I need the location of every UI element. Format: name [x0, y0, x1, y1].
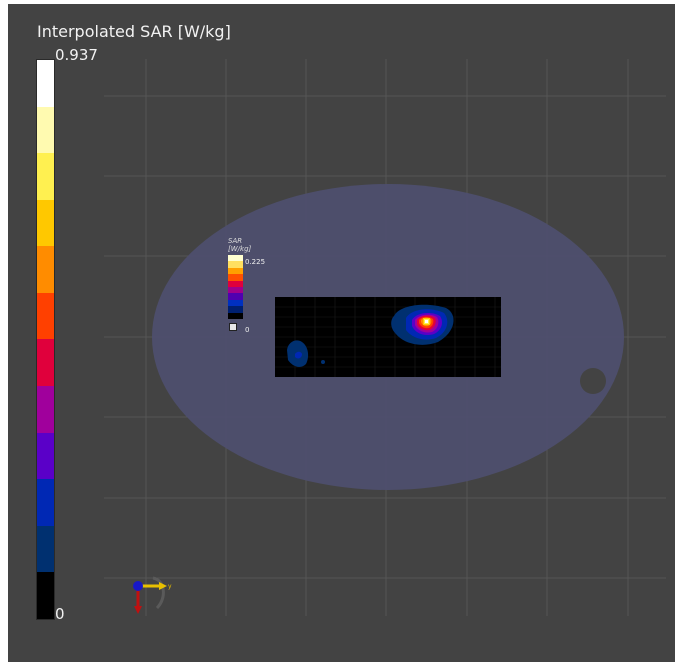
inset-colorbar — [228, 255, 243, 320]
orientation-axes-widget[interactable]: y — [123, 572, 183, 622]
inset-colorbar-toggle-icon[interactable] — [229, 323, 237, 331]
inset-colorbar-title: SAR [W/kg] — [228, 237, 251, 253]
colorbar-max-label: 0.937 — [55, 46, 98, 64]
inset-colorbar-segment — [228, 274, 243, 281]
axis-z-arrowhead — [134, 606, 142, 614]
inset-colorbar-segment — [228, 306, 243, 313]
inset-colorbar-segment — [228, 299, 243, 307]
colorbar-segment — [37, 525, 54, 573]
3d-viewport[interactable]: Interpolated SAR [W/kg] 0.937 0 SAR [W/k… — [8, 4, 675, 662]
rotation-arc-icon — [152, 576, 165, 610]
colorbar-segment — [37, 106, 54, 154]
colorbar-segment — [37, 199, 54, 247]
colorbar-segment — [37, 153, 54, 200]
colorbar-segment — [37, 246, 54, 293]
axis-y-arrowhead — [159, 582, 167, 590]
inset-colorbar-segment — [228, 261, 243, 268]
colorbar-segment — [37, 479, 54, 526]
inset-colorbar-segment — [228, 280, 243, 288]
inset-title-line2: [W/kg] — [228, 245, 252, 253]
sar-low-region — [287, 340, 325, 367]
phantom-scene — [152, 184, 624, 490]
inset-colorbar-max-label: 0.225 — [245, 258, 266, 266]
colorbar-min-label: 0 — [55, 605, 65, 623]
measurement-plane-grid — [275, 297, 501, 377]
inset-colorbar-segment — [228, 267, 243, 275]
sar-colorbar — [36, 59, 55, 620]
inset-title-line1: SAR — [228, 237, 243, 245]
inset-colorbar-segment — [228, 293, 243, 300]
colorbar-segment — [37, 572, 54, 619]
colorbar-segment — [37, 292, 54, 340]
colorbar-segment — [37, 60, 54, 107]
colorbar-segment — [37, 432, 54, 480]
axis-x-origin — [133, 581, 143, 591]
inset-colorbar-min-label: 0 — [245, 326, 250, 334]
colorbar-title: Interpolated SAR [W/kg] — [37, 22, 231, 41]
sar-hotspot — [391, 304, 454, 345]
colorbar-segment — [37, 339, 54, 387]
axis-y-label: y — [168, 583, 172, 590]
colorbar-segment — [37, 386, 54, 433]
inset-colorbar-segment — [228, 312, 243, 320]
inset-colorbar-segment — [228, 287, 243, 294]
phantom-hole — [580, 368, 606, 394]
inset-colorbar-segment — [228, 255, 243, 262]
